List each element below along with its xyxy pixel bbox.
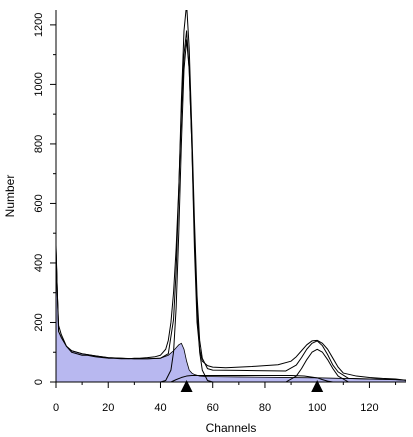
x-tick-label: 80 bbox=[259, 402, 271, 414]
y-tick-label: 600 bbox=[33, 194, 45, 212]
y-axis-title: Number bbox=[3, 175, 17, 218]
series-G1-fit bbox=[160, 39, 213, 382]
x-tick-label: 40 bbox=[154, 402, 166, 414]
series-debris-background bbox=[56, 248, 406, 382]
x-tick-label: 100 bbox=[308, 402, 326, 414]
peak-marker bbox=[311, 380, 324, 392]
x-tick-label: 20 bbox=[102, 402, 114, 414]
y-tick-label: 200 bbox=[33, 313, 45, 331]
y-tick-label: 800 bbox=[33, 135, 45, 153]
plot-area bbox=[56, 10, 406, 382]
y-tick-label: 1000 bbox=[33, 72, 45, 96]
x-axis-title: Channels bbox=[206, 421, 257, 435]
series-sum-of-fits bbox=[56, 10, 406, 381]
x-tick-label: 120 bbox=[360, 402, 378, 414]
series-group bbox=[56, 10, 406, 382]
peak-marker bbox=[180, 380, 193, 392]
series-G2-fit bbox=[285, 348, 349, 382]
y-tick-label: 400 bbox=[33, 254, 45, 272]
x-tick-label: 60 bbox=[207, 402, 219, 414]
series-measured-histogram bbox=[56, 30, 406, 381]
y-tick-label: 1200 bbox=[33, 13, 45, 37]
y-tick-label: 0 bbox=[33, 379, 45, 385]
series-S-phase-fit bbox=[170, 374, 333, 382]
axes bbox=[50, 10, 406, 392]
x-tick-label: 0 bbox=[53, 402, 59, 414]
